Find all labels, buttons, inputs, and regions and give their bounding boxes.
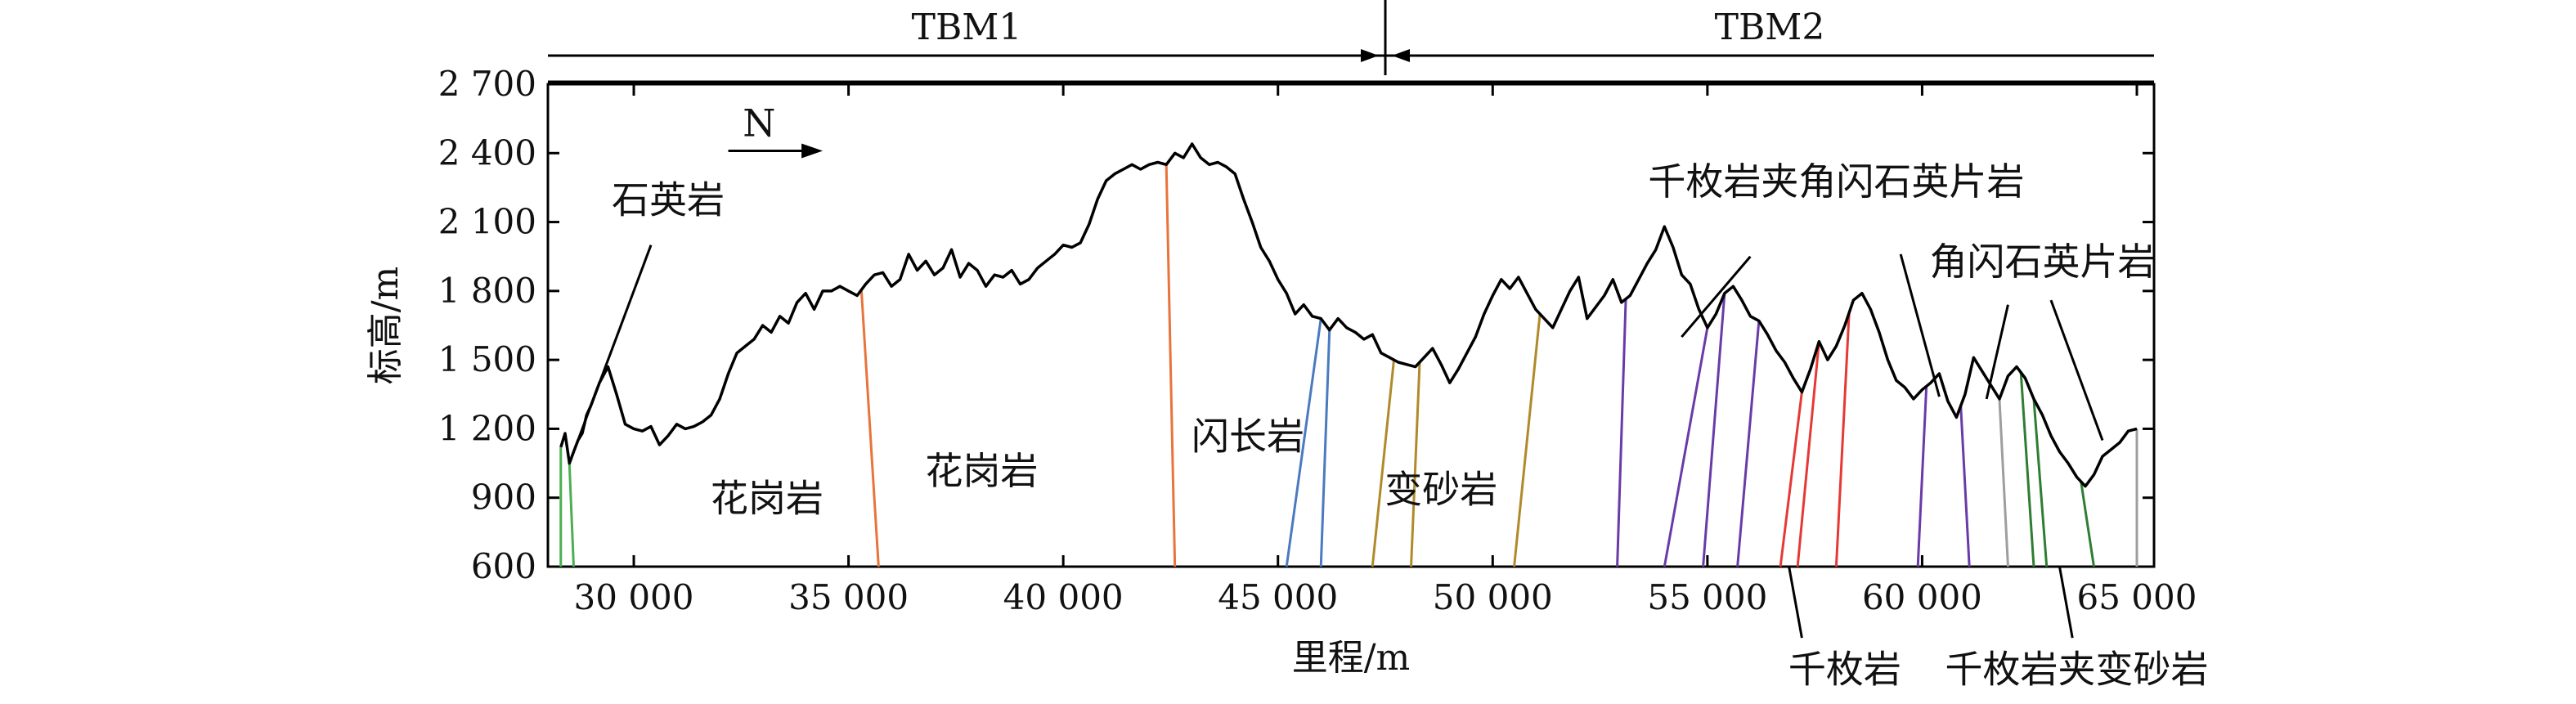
rock-type-label: 千枚岩 — [1788, 647, 1901, 691]
rock-type-label: 千枚岩夹角闪石英片岩 — [1648, 159, 2024, 204]
x-tick-label: 35 000 — [788, 577, 909, 617]
x-tick-label: 40 000 — [1003, 577, 1124, 617]
x-tick-label: 60 000 — [1862, 577, 1982, 617]
x-tick-label: 30 000 — [574, 577, 694, 617]
north-arrow: N — [729, 101, 824, 158]
y-tick-label: 1 800 — [438, 271, 536, 311]
north-arrow-head — [801, 143, 823, 158]
y-axis-title: 标高/m — [365, 267, 406, 385]
lithology-boundary-line — [1999, 399, 2008, 567]
rock-type-label: 千枚岩夹变砂岩 — [1945, 647, 2208, 691]
x-tick-label: 55 000 — [1647, 577, 1767, 617]
y-tick-label: 2 100 — [438, 202, 536, 242]
lithology-boundary-line — [1918, 386, 1927, 567]
lithology-boundary-line — [1780, 392, 1802, 567]
y-tick-label: 2 400 — [438, 132, 536, 173]
y-tick-label: 1 200 — [438, 408, 536, 448]
lithology-boundary-line — [1515, 314, 1541, 567]
tbm2-arrow-head — [1392, 49, 1410, 62]
tbm-section-layer: TBM1 TBM2 — [548, 0, 2154, 82]
rock-type-label: 花岗岩 — [711, 477, 824, 521]
lithology-boundary-line — [1321, 330, 1330, 567]
rock-type-label: 角闪石英片岩 — [1929, 240, 2155, 284]
north-label: N — [743, 101, 775, 145]
x-tick-label: 50 000 — [1433, 577, 1553, 617]
y-tick-label: 600 — [471, 546, 536, 586]
y-tick-label: 1 500 — [438, 339, 536, 379]
tbm-label: TBM1 — [912, 7, 1022, 48]
rock-type-label: 变砂岩 — [1384, 467, 1497, 511]
lithology-boundary-line — [861, 289, 878, 567]
x-tick-label: 45 000 — [1218, 577, 1338, 617]
lithology-boundary-line — [1664, 328, 1708, 567]
lithology-boundary-line — [2081, 482, 2094, 567]
tbm1-arrow-head — [1361, 49, 1379, 62]
lithology-boundary-line — [1166, 164, 1175, 567]
x-axis-title: 里程/m — [1292, 637, 1411, 679]
lithology-boundary-line — [1738, 321, 1759, 567]
rock-type-label: 闪长岩 — [1192, 415, 1304, 459]
lithology-boundary-line — [1372, 360, 1393, 567]
leader-line — [1789, 567, 1802, 638]
tbm-label: TBM2 — [1715, 7, 1825, 48]
x-tick-label: 65 000 — [2077, 577, 2197, 617]
lithology-boundary-line — [1618, 299, 1627, 567]
y-tick-label: 900 — [471, 478, 536, 518]
lithology-boundary-line — [569, 464, 573, 567]
rock-type-label: 花岗岩 — [925, 449, 1038, 493]
rock-type-label: 石英岩 — [612, 177, 725, 222]
leader-line — [578, 245, 651, 441]
lithology-boundary-line — [1411, 362, 1420, 567]
y-tick-label: 2 700 — [438, 64, 536, 104]
lithology-boundary-line — [1961, 406, 1970, 567]
leader-line — [2059, 567, 2072, 638]
lithology-boundary-line — [1836, 313, 1849, 567]
lithology-boundary-line — [2021, 373, 2034, 567]
leader-line — [2051, 300, 2103, 440]
